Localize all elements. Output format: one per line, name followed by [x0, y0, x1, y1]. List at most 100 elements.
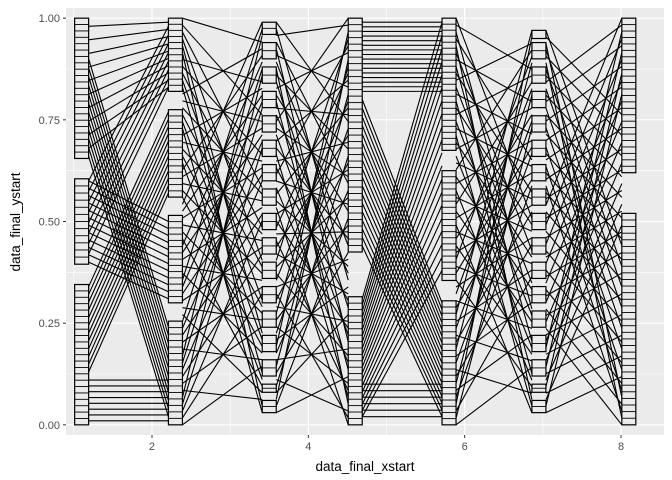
flow-line: [182, 24, 263, 116]
flow-line: [88, 141, 169, 318]
flow-line: [455, 59, 533, 103]
flow-line: [88, 192, 169, 373]
flow-line: [88, 147, 169, 409]
flow-line: [455, 369, 533, 394]
flow-line: [275, 41, 349, 184]
flow-line: [88, 28, 169, 41]
flow-line: [545, 269, 623, 364]
flow-line: [88, 254, 169, 293]
flow-line: [181, 213, 263, 336]
flow-line: [275, 314, 349, 394]
flow-line: [545, 79, 623, 264]
flow-line: [455, 121, 533, 316]
flow-line: [361, 230, 443, 399]
flow-line: [88, 36, 169, 54]
flow-line: [545, 191, 623, 281]
flow-line: [181, 293, 263, 419]
flow-line: [455, 176, 533, 290]
flow-line: [455, 114, 533, 240]
flow-line: [545, 190, 623, 239]
flow-line: [545, 328, 623, 426]
flow-line: [361, 35, 443, 306]
flow-line: [455, 38, 533, 161]
flow-line: [88, 156, 169, 417]
flow-line: [88, 57, 169, 95]
flow-line: [545, 376, 623, 414]
flow-line: [545, 38, 623, 225]
flow-line: [545, 45, 623, 103]
flow-line: [545, 49, 623, 267]
flow-line: [455, 146, 533, 274]
flow-line: [545, 133, 623, 219]
flow-line: [545, 334, 623, 375]
x-axis: 2 4 6 8: [149, 435, 624, 453]
flow-line: [545, 30, 623, 246]
flow-line: [545, 153, 623, 240]
flow-line: [275, 376, 349, 414]
axis-segment: [531, 29, 547, 40]
flow-line: [455, 52, 533, 251]
flow-line: [88, 65, 169, 109]
flow-line: [545, 169, 623, 219]
flow-line: [455, 75, 533, 116]
flow-line: [181, 45, 263, 334]
flow-line: [182, 365, 263, 426]
flow-line: [276, 258, 349, 288]
flow-line: [88, 133, 169, 311]
flow-line: [455, 366, 533, 426]
flow-line: [361, 185, 443, 371]
flow-line: [275, 48, 349, 343]
flow-line: [545, 62, 623, 419]
y-tick-label: 1.00: [39, 13, 60, 25]
y-axis: 0.00 0.25 0.50 0.75 1.00: [39, 13, 66, 432]
flow-line: [455, 141, 533, 258]
flow-line: [276, 141, 349, 162]
flow-line: [361, 243, 443, 405]
flow-line: [545, 36, 623, 116]
flow-line: [88, 94, 169, 360]
flow-line: [545, 252, 623, 297]
flow-line: [361, 152, 443, 362]
flow-line: [455, 45, 533, 400]
flow-line: [545, 69, 623, 288]
flow-line: [88, 178, 169, 357]
flow-line: [275, 21, 349, 122]
flow-line: [545, 55, 623, 136]
flow-line: [455, 245, 533, 355]
flow-line: [88, 21, 169, 27]
flow-line: [545, 52, 623, 368]
flow-line: [545, 127, 623, 180]
flow-line: [545, 94, 623, 178]
flow-line: [455, 243, 533, 377]
flow-line: [361, 125, 443, 324]
flow-line: [455, 334, 533, 362]
flow-line: [545, 230, 623, 322]
flow-line: [545, 59, 623, 245]
flow-line: [181, 38, 263, 261]
flow-line: [455, 66, 533, 342]
flow-line: [182, 314, 263, 394]
flow-line: [275, 293, 349, 419]
flow-line: [361, 204, 443, 386]
flow-line: [182, 167, 263, 219]
y-tick-label: 0.00: [39, 420, 60, 432]
flow-line: [545, 86, 623, 141]
flow-line: [455, 190, 533, 381]
flow-line: [88, 126, 169, 303]
flow-line: [455, 135, 533, 407]
flow-line: [361, 133, 443, 330]
flow-line: [361, 228, 443, 404]
flow-line: [455, 279, 533, 388]
flow-line: [455, 107, 533, 150]
flow-line: [182, 246, 263, 302]
flow-line: [361, 100, 443, 337]
flow-line: [181, 52, 263, 407]
flow-line: [361, 202, 443, 384]
flow-line: [182, 87, 263, 136]
flow-line: [361, 139, 443, 355]
flow-line: [275, 207, 349, 426]
flow-line: [275, 154, 349, 398]
flow-line: [181, 128, 263, 413]
flow-line: [545, 107, 623, 161]
